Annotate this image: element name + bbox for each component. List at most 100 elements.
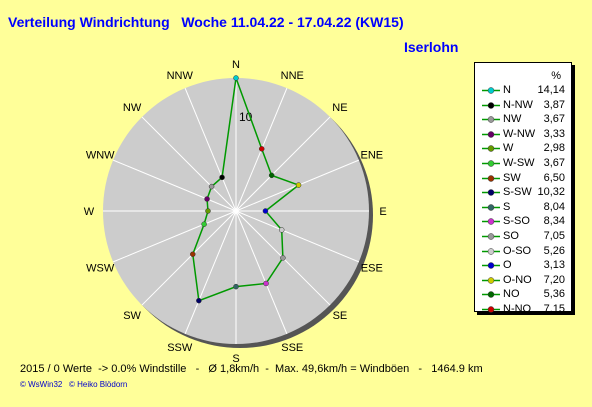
direction-label-e: E bbox=[379, 206, 386, 218]
spoke-nw bbox=[141, 116, 237, 212]
data-point-e bbox=[262, 208, 269, 214]
copyright-wswin: © WsWin32 bbox=[20, 380, 63, 389]
data-point-nw bbox=[208, 183, 215, 190]
legend-entry: S-SW 10,32 bbox=[475, 185, 571, 200]
legend-entry-name: S-SO bbox=[503, 215, 530, 228]
direction-label-ne: NE bbox=[332, 102, 347, 114]
legend-entry-value: 3,33 bbox=[543, 127, 565, 140]
legend-entry-value: 3,87 bbox=[543, 98, 565, 111]
legend-entry-name: N-NO bbox=[503, 302, 532, 315]
legend-entry-name: SO bbox=[503, 229, 519, 242]
legend-entry: NO 5,36 bbox=[475, 287, 571, 302]
legend-entry: N 14,14 bbox=[475, 83, 571, 98]
legend-entry-value: 10,32 bbox=[537, 186, 565, 199]
legend-entry: N-NW 3,87 bbox=[475, 98, 571, 113]
legend-entry-value: 8,04 bbox=[543, 200, 565, 213]
legend-marker-icon bbox=[482, 145, 500, 153]
spoke-ssw bbox=[184, 210, 237, 335]
legend-entry-name: W-NW bbox=[503, 127, 536, 140]
legend-entry-value: 5,26 bbox=[543, 244, 565, 257]
legend-marker-icon bbox=[482, 101, 500, 109]
direction-label-nw: NW bbox=[123, 102, 142, 114]
legend-entry: SO 7,05 bbox=[475, 229, 571, 244]
direction-label-s: S bbox=[232, 353, 239, 365]
direction-label-ene: ENE bbox=[360, 150, 383, 162]
legend-entry: O 3,13 bbox=[475, 258, 571, 273]
data-point-wnw bbox=[204, 196, 210, 202]
legend-entry-value: 6,50 bbox=[543, 171, 565, 184]
direction-label-se: SE bbox=[333, 310, 348, 322]
data-point-s bbox=[233, 283, 239, 290]
legend-marker-icon bbox=[482, 116, 500, 123]
legend-entry: W-NW 3,33 bbox=[475, 127, 571, 142]
legend-entry-name: SW bbox=[503, 171, 521, 184]
legend-marker-icon bbox=[482, 247, 500, 255]
legend-entry: O-SO 5,26 bbox=[475, 244, 571, 259]
legend-entry-value: 7,05 bbox=[543, 229, 565, 242]
spoke-sse bbox=[235, 210, 288, 335]
legend-entry-name: N bbox=[503, 84, 511, 96]
direction-label-nnw: NNW bbox=[167, 70, 194, 82]
data-point-sw bbox=[190, 251, 196, 257]
direction-label-nne: NNE bbox=[281, 70, 304, 82]
footer-stats: 2015 / 0 Werte -> 0.0% Windstille - Ø 1,… bbox=[20, 363, 483, 375]
legend-entry-name: NO bbox=[503, 288, 520, 301]
legend-marker-icon bbox=[482, 218, 500, 226]
data-point-nnw bbox=[219, 174, 225, 181]
data-point-nne bbox=[258, 146, 265, 152]
spoke-ese bbox=[235, 210, 360, 263]
data-point-n bbox=[233, 75, 239, 81]
legend-marker-icon bbox=[482, 174, 500, 182]
legend: % N 14,14 N-NW 3,87 NW 3,67 W-NW 3,33 W 2,98 W-SW 3… bbox=[474, 62, 572, 315]
spoke-wsw bbox=[112, 210, 237, 263]
legend-marker-icon bbox=[482, 204, 500, 211]
direction-label-ese: ESE bbox=[361, 262, 383, 274]
legend-entry: W-SW 3,67 bbox=[475, 156, 571, 171]
legend-entry-value: 3,67 bbox=[543, 113, 565, 126]
legend-entry-value: 5,36 bbox=[543, 288, 565, 301]
data-point-ssw bbox=[196, 297, 202, 304]
spoke-wnw bbox=[112, 159, 237, 212]
direction-label-wnw: WNW bbox=[86, 150, 115, 162]
direction-label-n: N bbox=[232, 59, 240, 71]
legend-marker-icon bbox=[482, 306, 500, 313]
legend-entry-name: S-SW bbox=[503, 186, 532, 199]
legend-entry-name: O bbox=[503, 259, 512, 272]
legend-entry-value: 3,13 bbox=[543, 259, 565, 272]
legend-marker-icon bbox=[482, 233, 500, 240]
legend-entry: SW 6,50 bbox=[475, 171, 571, 186]
legend-marker-icon bbox=[482, 189, 500, 196]
legend-marker-icon bbox=[482, 291, 500, 299]
legend-marker-icon bbox=[482, 276, 500, 284]
direction-label-sw: SW bbox=[123, 310, 141, 322]
legend-entry: N-NO 7,15 bbox=[475, 302, 571, 317]
spoke-ne bbox=[235, 116, 331, 212]
legend-marker-icon bbox=[482, 87, 500, 94]
legend-entry-name: NW bbox=[503, 113, 522, 126]
data-point-sse bbox=[263, 280, 269, 287]
legend-entry: O-NO 7,20 bbox=[475, 273, 571, 288]
data-point-wsw bbox=[201, 221, 207, 227]
legend-entry: W 2,98 bbox=[475, 141, 571, 156]
legend-entry-name: W-SW bbox=[503, 156, 535, 169]
legend-marker-icon bbox=[482, 131, 500, 138]
spoke-nnw bbox=[184, 87, 237, 212]
data-point-ese bbox=[278, 227, 285, 233]
data-point-se bbox=[280, 255, 286, 261]
legend-header: % bbox=[551, 70, 561, 82]
direction-label-wsw: WSW bbox=[86, 262, 115, 274]
legend-entry-name: N-NW bbox=[503, 98, 533, 111]
legend-marker-icon bbox=[482, 160, 500, 167]
spoke-sw bbox=[141, 210, 237, 306]
legend-entry-value: 7,20 bbox=[543, 273, 565, 286]
direction-label-sse: SSE bbox=[281, 342, 303, 354]
direction-label-ssw: SSW bbox=[167, 342, 193, 354]
direction-label-w: W bbox=[84, 206, 95, 218]
legend-entry: NW 3,67 bbox=[475, 112, 571, 127]
legend-entry-value: 7,15 bbox=[543, 302, 565, 315]
legend-entry-value: 2,98 bbox=[543, 142, 565, 155]
legend-marker-icon bbox=[482, 262, 500, 269]
legend-entry-value: 14,14 bbox=[537, 84, 565, 96]
copyright: © WsWin32 © Heiko Blödorn bbox=[20, 380, 127, 389]
